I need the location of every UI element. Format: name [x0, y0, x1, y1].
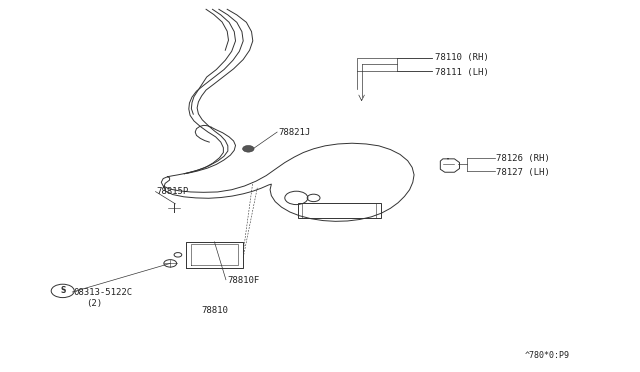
Text: 78110 (RH): 78110 (RH)	[435, 53, 489, 62]
Text: (2): (2)	[86, 299, 102, 308]
Text: S: S	[60, 286, 65, 295]
Text: 78111 (LH): 78111 (LH)	[435, 68, 489, 77]
Text: 78810F: 78810F	[227, 276, 259, 285]
Text: 78126 (RH): 78126 (RH)	[496, 154, 550, 163]
Bar	[298, 203, 381, 218]
Text: 08313-5122C: 08313-5122C	[74, 288, 132, 296]
Text: 78821J: 78821J	[278, 128, 310, 137]
Text: 78810: 78810	[202, 306, 228, 315]
Text: 78815P: 78815P	[157, 187, 189, 196]
Text: 78127 (LH): 78127 (LH)	[496, 169, 550, 177]
Text: ^780*0:P9: ^780*0:P9	[525, 351, 570, 360]
Circle shape	[243, 145, 254, 152]
